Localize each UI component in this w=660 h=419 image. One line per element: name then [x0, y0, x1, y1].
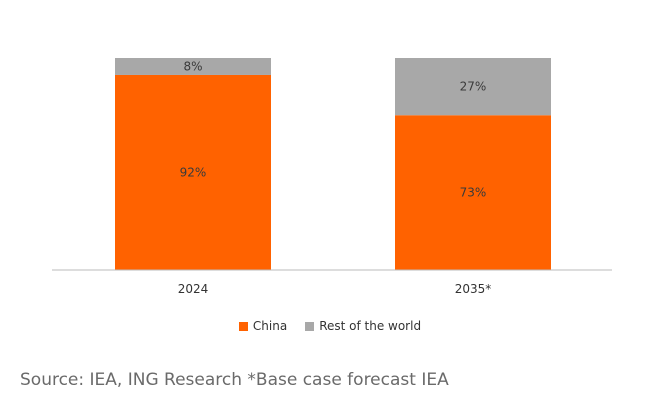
data-label-2035-rest-of-the-world: 27% [460, 80, 487, 94]
x-axis-ticks: 2024 2035* [178, 282, 492, 296]
legend: China Rest of the world [0, 319, 660, 333]
legend-swatch-rest-of-world [305, 321, 315, 331]
x-tick-label-2035: 2035* [455, 282, 492, 296]
bar-2024-rest-of-the-world [115, 58, 271, 75]
legend-swatch-china [238, 321, 248, 331]
data-label-2024-rest-of-the-world: 8% [183, 59, 202, 73]
legend-label-rest-of-world: Rest of the world [319, 319, 422, 333]
legend-item-rest-of-world: Rest of the world [305, 319, 421, 333]
bar-2024-china [115, 74, 271, 271]
bar-2035-rest-of-the-world [395, 58, 551, 116]
legend-item-china: China [238, 319, 288, 333]
stacked-bar-chart: 92% 8% 73% 27% 2024 2035* [52, 58, 612, 296]
source-note: Source: IEA, ING Research *Base case for… [20, 370, 449, 390]
bars-group: 92% 8% 73% 27% [115, 58, 551, 271]
data-label-2024-china: 92% [180, 165, 207, 179]
legend-label-china: China [252, 319, 288, 333]
x-tick-label-2024: 2024 [178, 282, 209, 296]
data-label-2035-china: 73% [460, 186, 487, 200]
bar-2035-china [395, 115, 551, 271]
